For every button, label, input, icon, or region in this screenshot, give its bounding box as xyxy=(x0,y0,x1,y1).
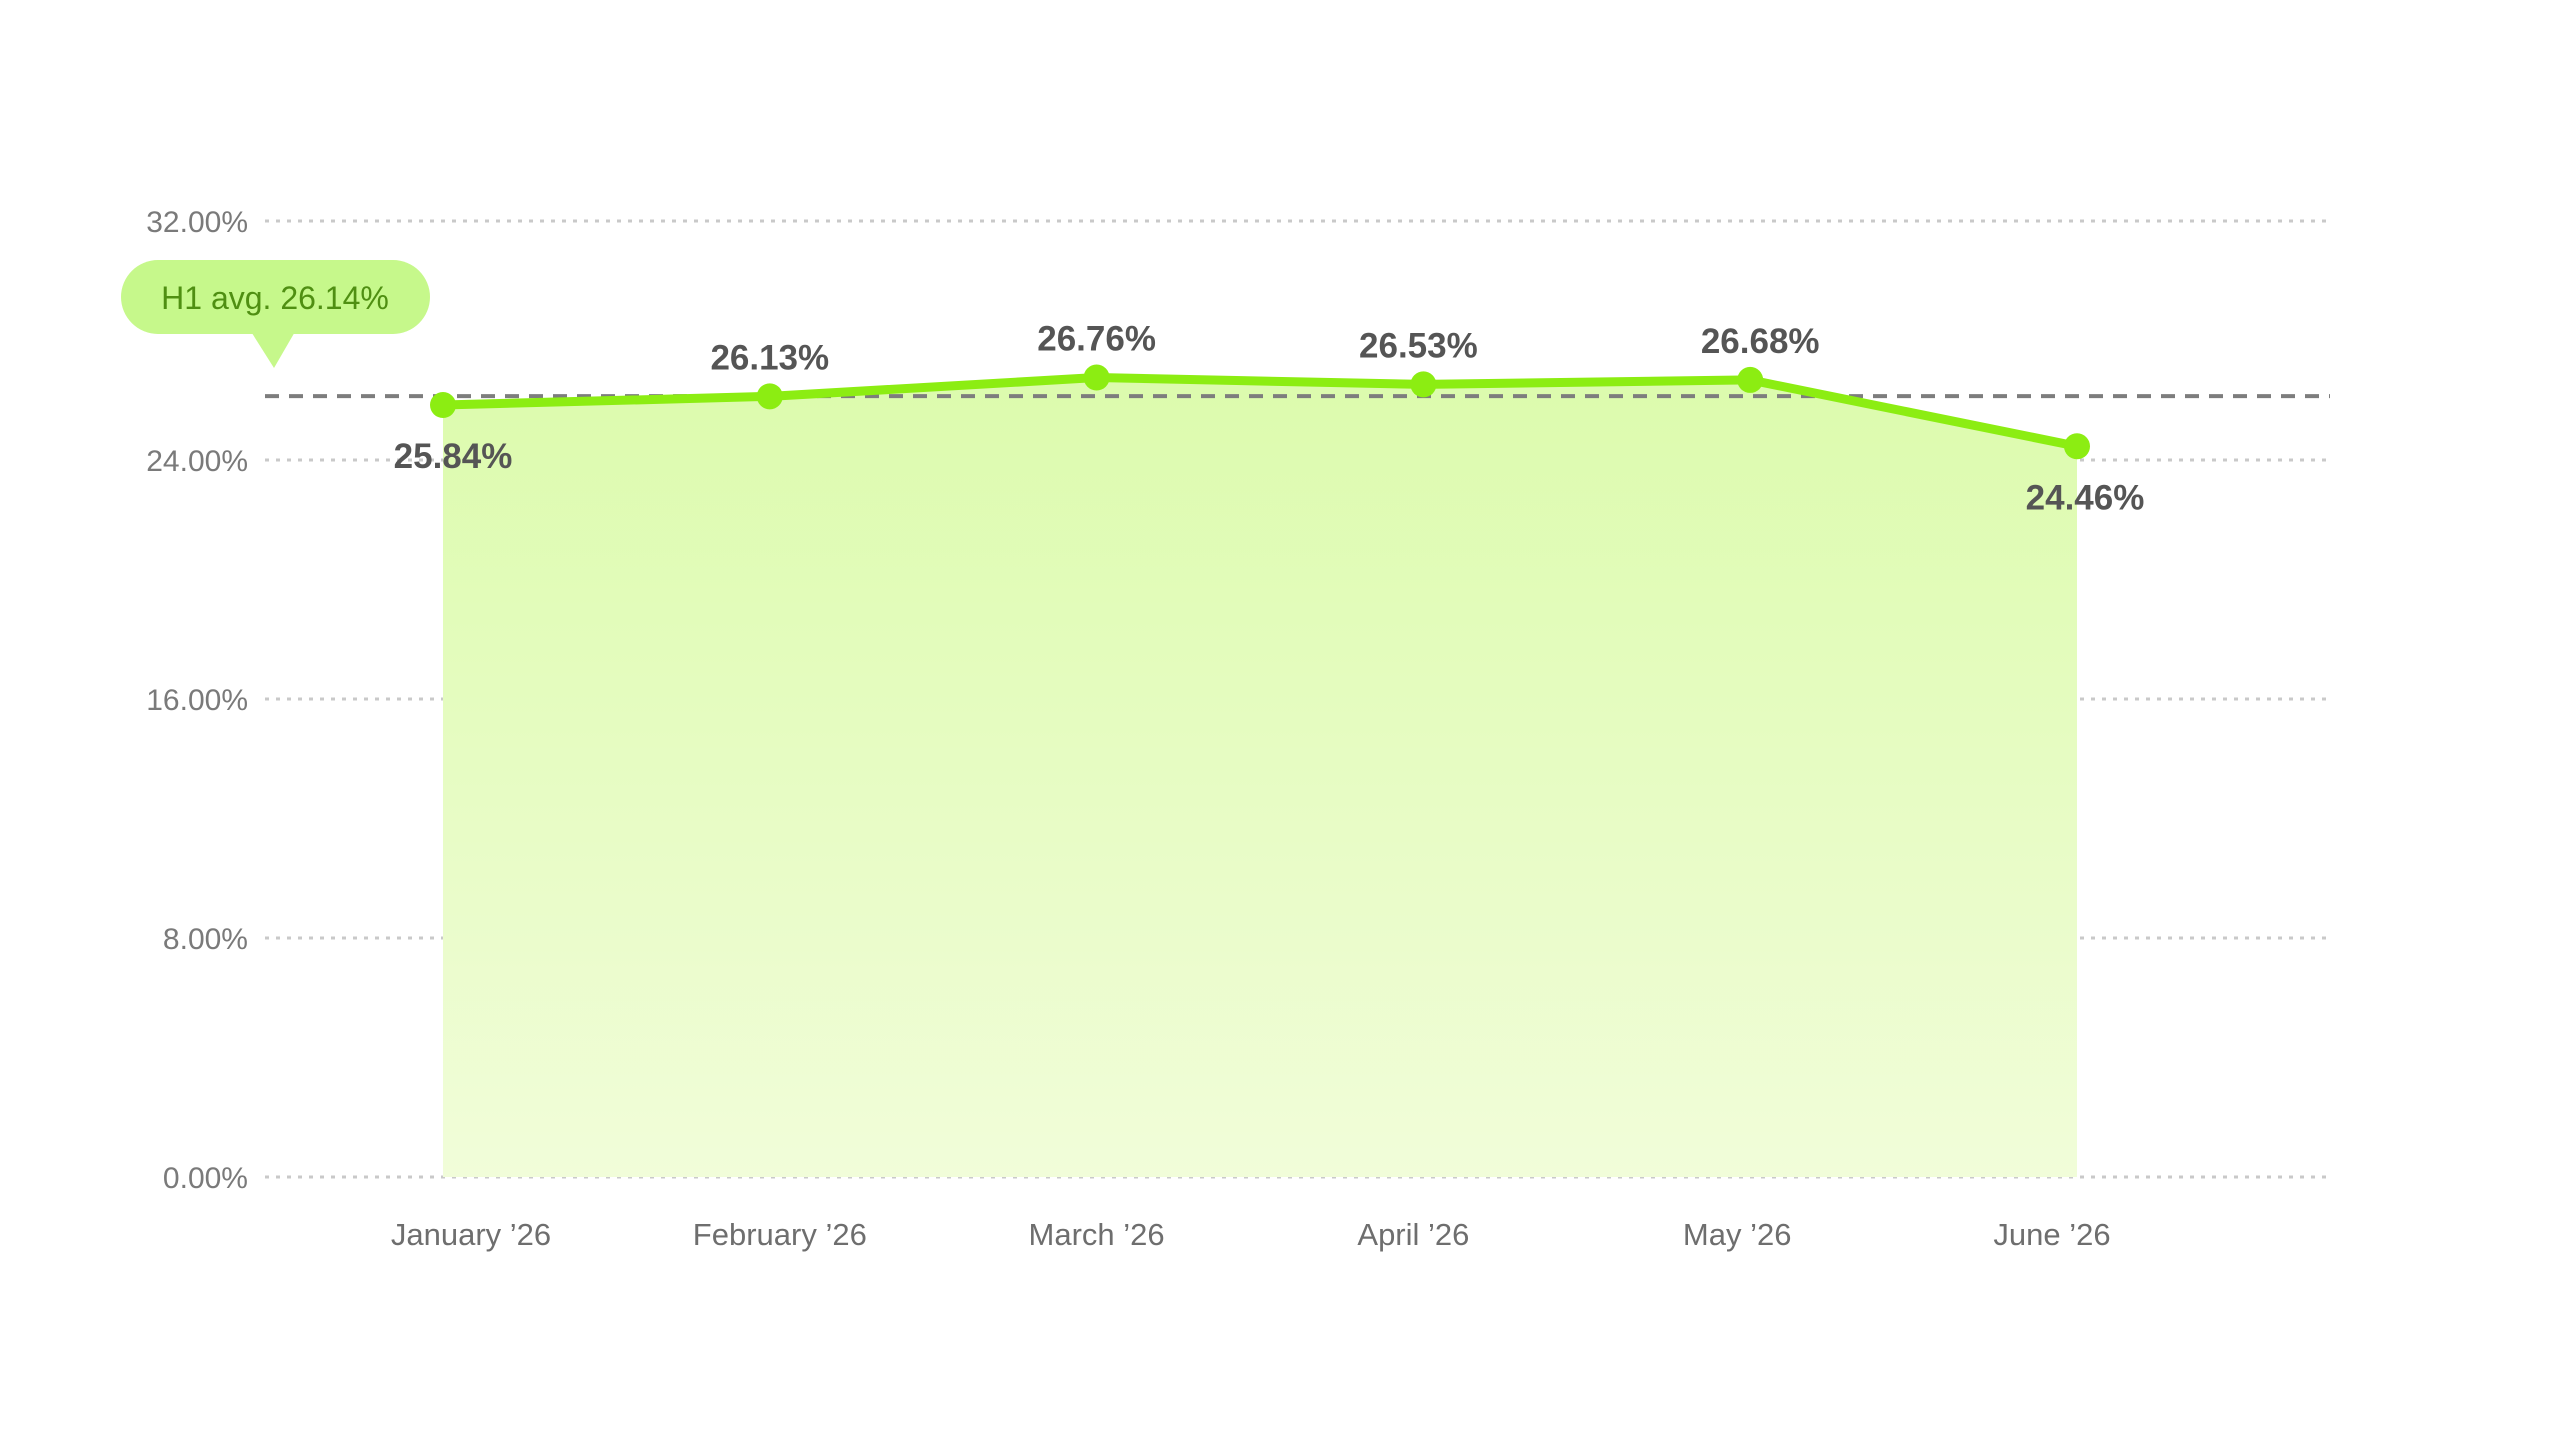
data-point[interactable] xyxy=(430,392,456,419)
data-point[interactable] xyxy=(1737,366,1764,393)
x-tick-label: June ’26 xyxy=(1993,1217,2110,1252)
data-point[interactable] xyxy=(756,383,783,410)
series-area xyxy=(443,377,2077,1177)
average-badge-label: H1 avg. 26.14% xyxy=(161,280,389,316)
average-badge-bubble xyxy=(121,260,430,334)
series-line xyxy=(438,373,2082,451)
y-axis-ticks: 0.00% 8.00% 16.00% 24.00% 32.00% xyxy=(146,206,248,1195)
x-tick-label: April ’26 xyxy=(1357,1217,1469,1252)
x-tick-label: January ’26 xyxy=(391,1217,551,1252)
y-tick-label: 24.00% xyxy=(146,445,248,478)
area-fill-layer xyxy=(443,377,2077,1177)
y-tick-label: 32.00% xyxy=(146,206,248,239)
y-tick-label: 8.00% xyxy=(163,923,248,956)
average-badge-pointer xyxy=(250,330,296,368)
x-tick-label: February ’26 xyxy=(693,1217,867,1252)
data-label: 26.76% xyxy=(1037,320,1156,359)
series-line-layer xyxy=(438,373,2082,451)
x-axis-ticks: January ’26 February ’26 March ’26 April ’2… xyxy=(391,1217,2111,1252)
data-label: 25.84% xyxy=(394,437,513,476)
x-tick-label: March ’26 xyxy=(1029,1217,1165,1252)
data-label: 26.68% xyxy=(1701,322,1820,361)
data-point[interactable] xyxy=(1083,364,1110,391)
y-tick-label: 0.00% xyxy=(163,1162,248,1195)
y-tick-label: 16.00% xyxy=(146,684,248,717)
data-label: 24.46% xyxy=(2026,478,2145,517)
data-label: 26.53% xyxy=(1359,326,1478,365)
data-point[interactable] xyxy=(2064,433,2090,460)
data-points xyxy=(430,364,2090,460)
x-tick-label: May ’26 xyxy=(1683,1217,1792,1252)
data-labels: 25.84% 26.13% 26.76% 26.53% 26.68% 24.46% xyxy=(394,320,2145,518)
data-point[interactable] xyxy=(1410,371,1437,398)
average-badge: H1 avg. 26.14% xyxy=(121,260,430,368)
data-label: 26.13% xyxy=(710,338,829,377)
